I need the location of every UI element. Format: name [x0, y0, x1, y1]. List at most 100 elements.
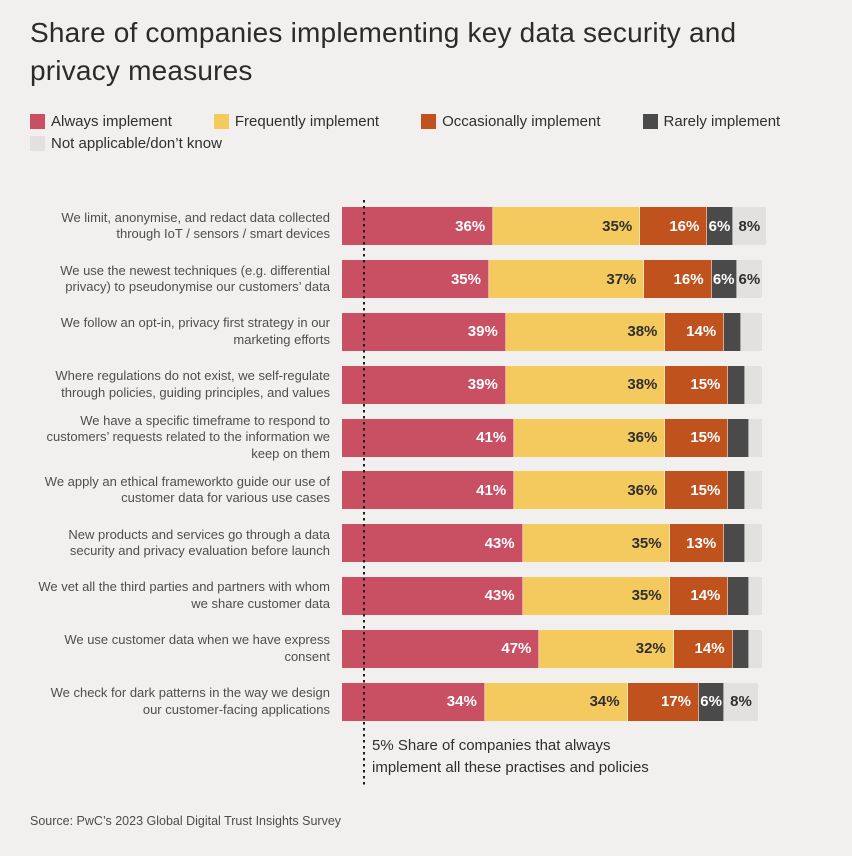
category-label: New products and services go through a d… [68, 526, 330, 559]
segment-value-label: 39% [467, 376, 498, 394]
bar-segment-frequently: 35% [522, 576, 670, 615]
bar-segment-always: 39% [342, 365, 506, 404]
segment-value-label: 35% [631, 587, 662, 605]
bar-segment-rarely [724, 312, 741, 351]
legend-label: Frequently implement [234, 113, 380, 130]
stacked-bar: 41% 36% 15% [342, 418, 762, 457]
chart-area: We limit, anonymise, and redact data col… [30, 200, 830, 788]
bar-segment-not-applicable [749, 418, 762, 457]
bar-segment-rarely [728, 418, 750, 457]
segment-value-label: 36% [627, 481, 658, 499]
category-label: Where regulations do not exist, we self-… [55, 368, 330, 400]
segment-value-label: 43% [484, 534, 515, 552]
segment-value-label: 43% [484, 587, 515, 605]
bar-segment-occasionally: 15% [665, 418, 729, 457]
segment-value-label: 13% [686, 534, 717, 552]
chart-row: We follow an opt-in, privacy first strat… [30, 306, 830, 359]
stacked-bar: 35% 37% 16% 6% 6% [342, 260, 762, 299]
bar-segment-frequently: 38% [505, 312, 666, 351]
segment-value-label: 35% [602, 217, 633, 235]
bar-segment-rarely [724, 524, 746, 563]
chart-row: We use customer data when we have expres… [30, 622, 830, 675]
stacked-bar: 43% 35% 13% [342, 524, 762, 563]
segment-value-label: 8% [730, 693, 752, 711]
segment-value-label: 16% [669, 217, 700, 235]
legend-label: Not applicable/don’t know [51, 135, 222, 152]
stacked-bar: 36% 35% 16% 6% 8% [342, 207, 767, 246]
legend-label: Always implement [51, 113, 172, 130]
category-label: We apply an ethical frameworkto guide ou… [44, 473, 330, 506]
bar-segment-not-applicable [745, 524, 762, 563]
chart-row: We vet all the third parties and partner… [30, 570, 830, 623]
segment-value-label: 15% [690, 376, 721, 394]
segment-value-label: 6% [712, 270, 735, 288]
category-label: We follow an opt-in, privacy first strat… [60, 315, 330, 347]
segment-value-label: 36% [455, 217, 486, 235]
category-label: We limit, anonymise, and redact data col… [61, 209, 330, 242]
segment-value-label: 6% [708, 217, 731, 235]
chart-title: Share of companies implementing key data… [30, 17, 737, 86]
legend-item-occasionally-implement: Occasionally implement [421, 113, 601, 130]
category-label: We check for dark patterns in the way we… [50, 685, 330, 717]
chart-row: New products and services go through a d… [30, 517, 830, 570]
bar-segment-rarely [728, 471, 746, 510]
bar-segment-frequently: 38% [505, 365, 666, 404]
legend-swatch-icon [30, 114, 45, 129]
chart-row: We use the newest techniques (e.g. diffe… [30, 253, 830, 306]
legend-item-frequently-implement: Frequently implement [213, 113, 380, 130]
bar-segment-frequently: 36% [514, 418, 666, 457]
bar-segment-rarely [728, 365, 746, 404]
bar-segment-frequently: 37% [489, 260, 645, 299]
bar-segment-occasionally: 14% [669, 576, 729, 615]
category-label: We use customer data when we have expres… [64, 632, 330, 664]
bar-segment-not-applicable [749, 629, 762, 668]
bar-segment-rarely: 6% [698, 682, 725, 721]
segment-value-label: 39% [467, 323, 498, 341]
source-note: Source: PwC’s 2023 Global Digital Trust … [30, 814, 342, 828]
bar-segment-frequently: 34% [484, 682, 628, 721]
chart-row: Where regulations do not exist, we self-… [30, 358, 830, 411]
bar-segment-not-applicable [740, 312, 762, 351]
segment-value-label: 34% [589, 693, 620, 711]
bar-segment-frequently: 36% [514, 471, 666, 510]
bar-segment-rarely: 6% [711, 260, 737, 299]
segment-value-label: 14% [690, 587, 721, 605]
bar-rows: We limit, anonymise, and redact data col… [30, 200, 830, 728]
reference-line-5-percent [363, 200, 365, 788]
bar-segment-always: 36% [342, 207, 494, 246]
chart-row: We limit, anonymise, and redact data col… [30, 200, 830, 253]
bar-segment-always: 43% [342, 524, 523, 563]
bar-segment-always: 47% [342, 629, 540, 668]
bar-segment-occasionally: 15% [665, 365, 729, 404]
legend-item-not-applicable-don-t-know: Not applicable/don’t know [30, 135, 222, 152]
category-label: We vet all the third parties and partner… [38, 579, 330, 611]
chart-row: We have a specific timeframe to respond … [30, 411, 830, 464]
segment-value-label: 15% [690, 429, 721, 447]
bar-segment-rarely [728, 576, 750, 615]
legend: Always implement Frequently implement Occa… [30, 113, 835, 152]
stacked-bar: 34% 34% 17% 6% 8% [342, 682, 758, 721]
bar-segment-not-applicable: 6% [736, 260, 762, 299]
legend-item-rarely-implement: Rarely implement [642, 113, 780, 130]
legend-label: Occasionally implement [442, 113, 601, 130]
stacked-bar: 39% 38% 15% [342, 365, 762, 404]
segment-value-label: 6% [700, 693, 722, 711]
bar-segment-rarely: 6% [707, 207, 733, 246]
bar-segment-not-applicable: 8% [732, 207, 767, 246]
segment-value-label: 38% [627, 323, 658, 341]
bar-segment-always: 34% [342, 682, 485, 721]
bar-segment-not-applicable [745, 365, 762, 404]
segment-value-label: 47% [501, 640, 532, 658]
segment-value-label: 35% [450, 270, 481, 288]
segment-value-label: 15% [690, 481, 721, 499]
segment-value-label: 37% [606, 270, 637, 288]
bar-segment-frequently: 35% [522, 524, 670, 563]
bar-segment-occasionally: 14% [665, 312, 725, 351]
bar-segment-frequently: 35% [493, 207, 641, 246]
bar-segment-occasionally: 16% [640, 207, 708, 246]
legend-swatch-icon [30, 136, 45, 151]
legend-swatch-icon [642, 114, 658, 129]
segment-value-label: 14% [686, 323, 717, 341]
stacked-bar: 41% 36% 15% [342, 471, 762, 510]
